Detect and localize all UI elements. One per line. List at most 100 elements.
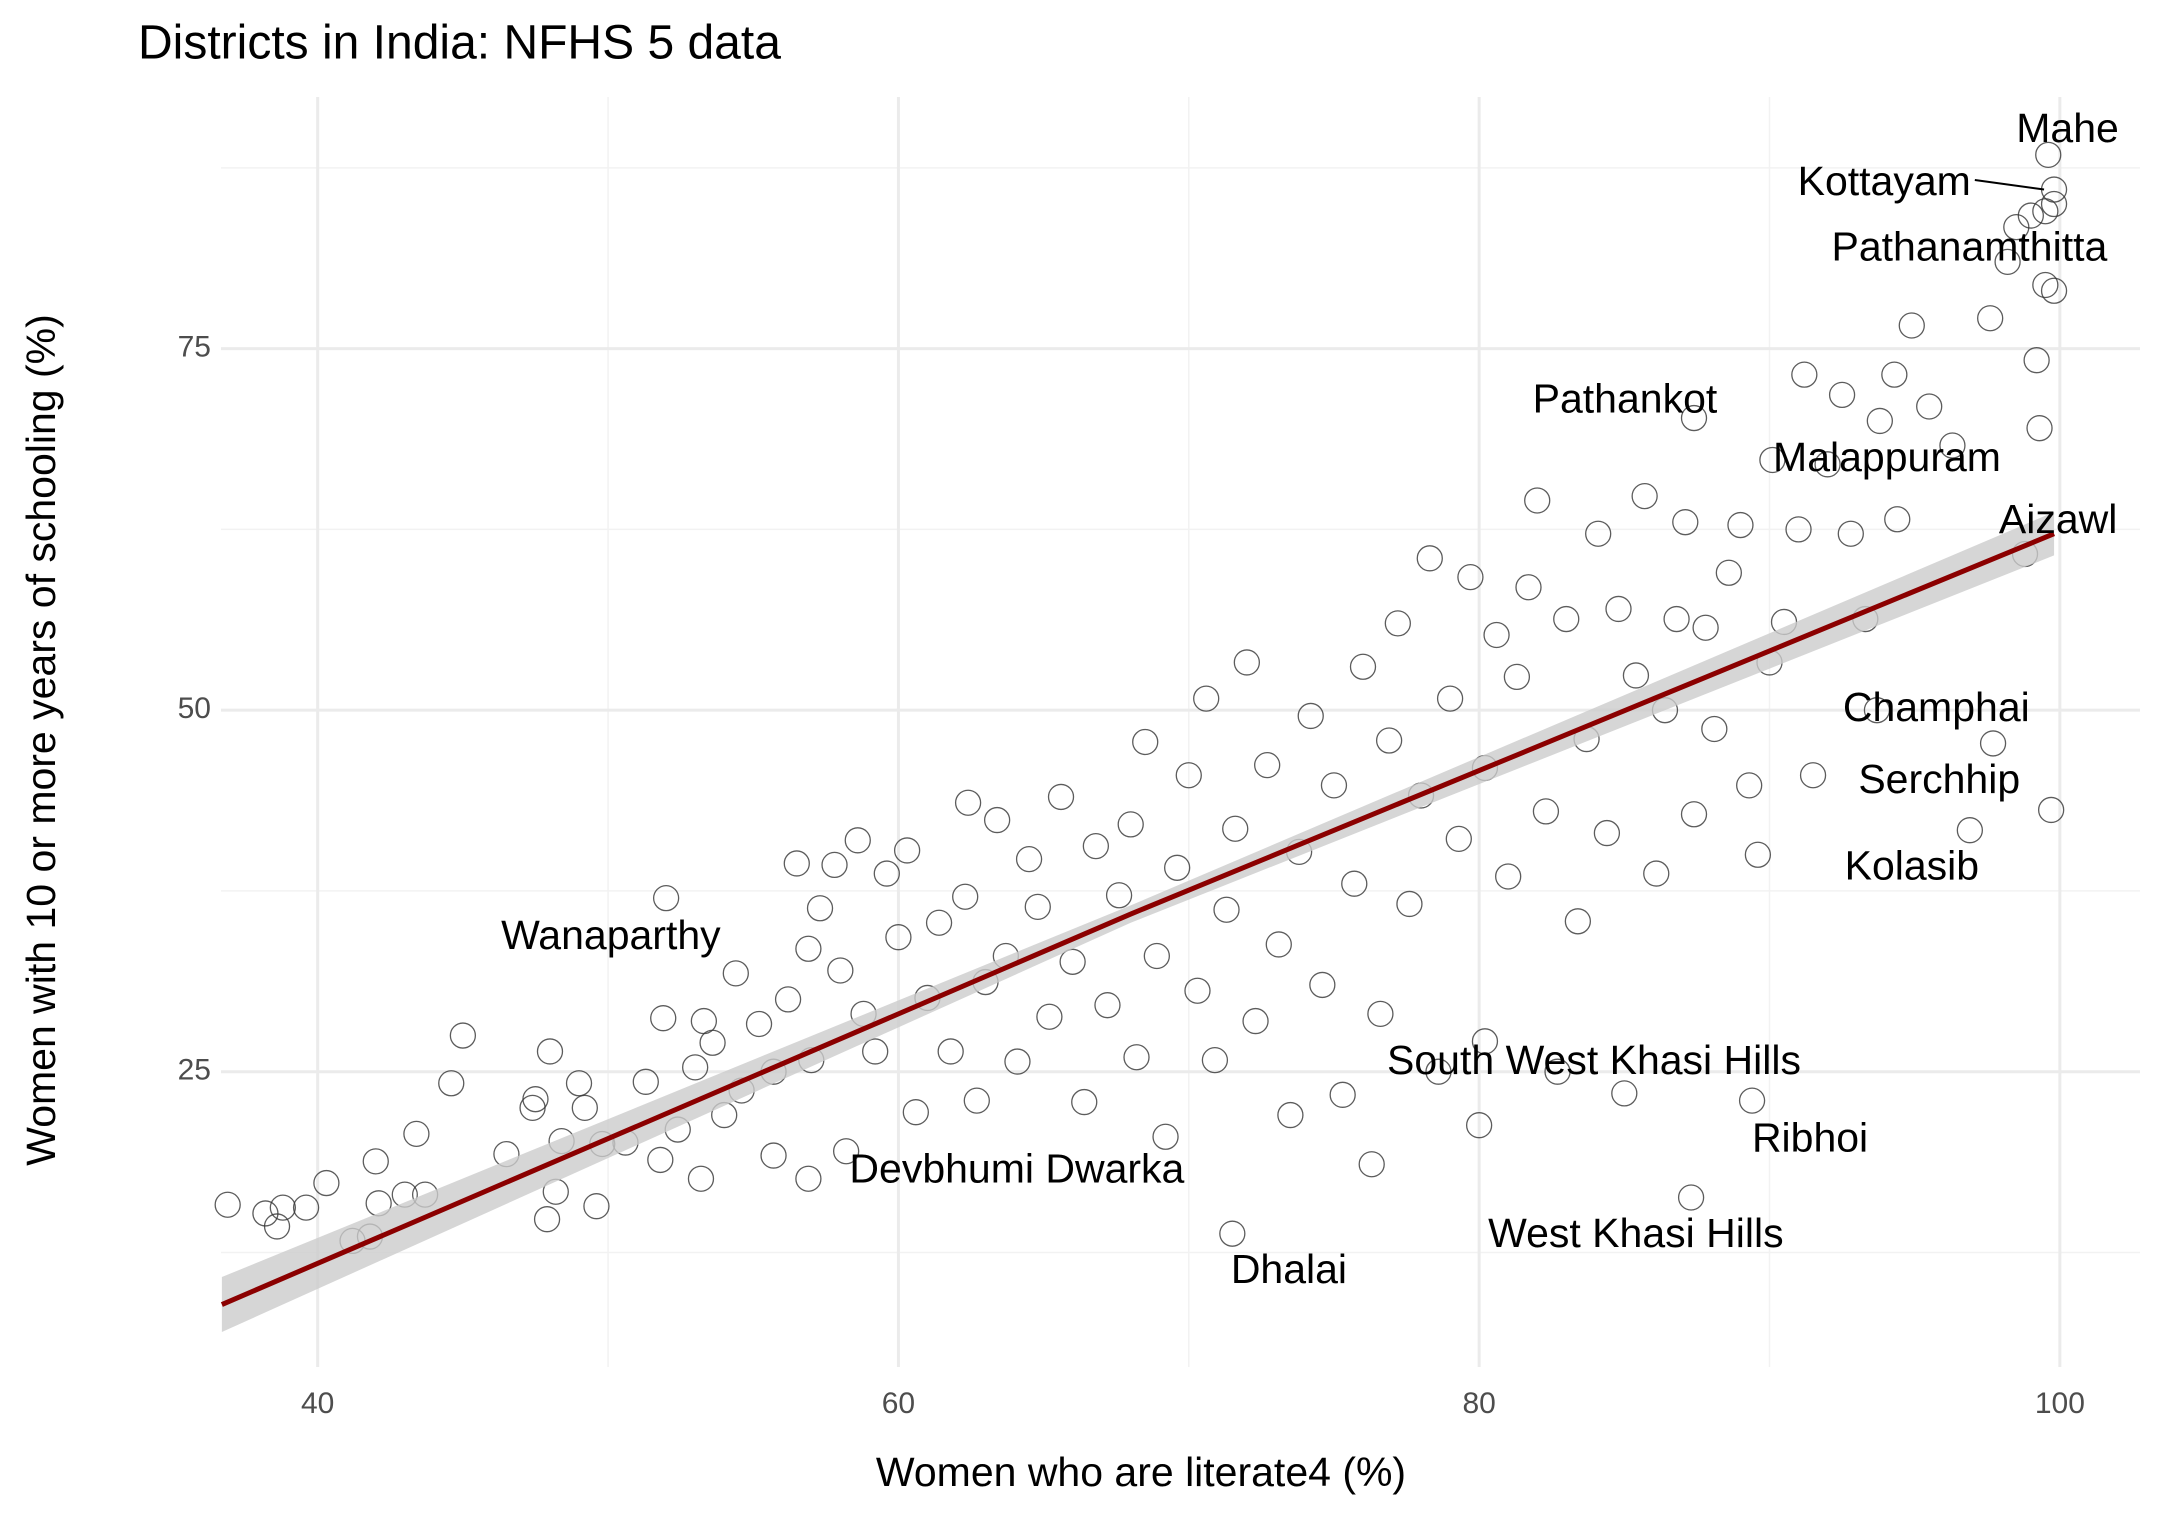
- x-tick-label: 60: [882, 1387, 915, 1420]
- point-label: Pathanamthitta: [1832, 224, 2108, 270]
- x-tick-label: 100: [2035, 1387, 2085, 1420]
- point: [1622, 662, 1650, 689]
- point: [1329, 1081, 1356, 1108]
- point: [682, 1054, 709, 1081]
- point: [1123, 1044, 1150, 1071]
- point: [925, 909, 953, 936]
- point: [1309, 971, 1336, 999]
- point: [774, 986, 802, 1013]
- point: [1837, 520, 1864, 547]
- point: [1164, 854, 1191, 881]
- point-label: Mahe: [2016, 105, 2119, 151]
- point: [1532, 798, 1560, 825]
- point: [1663, 605, 1690, 633]
- point: [1483, 621, 1510, 649]
- point: [2035, 141, 2062, 168]
- point: [1916, 393, 1943, 420]
- point: [1024, 893, 1051, 920]
- x-axis-title: Women who are literate4 (%): [876, 1449, 1406, 1495]
- point: [1956, 817, 1983, 844]
- point: [1213, 896, 1240, 923]
- point: [1593, 819, 1621, 847]
- trend-line: [220, 531, 2056, 1307]
- point: [1471, 1028, 1499, 1055]
- point: [1564, 908, 1592, 935]
- point: [652, 885, 680, 912]
- point: [647, 1146, 674, 1174]
- point: [1680, 801, 1708, 828]
- point: [1515, 574, 1542, 601]
- point: [1254, 751, 1281, 779]
- y-axis-title: Women with 10 or more years of schooling…: [18, 314, 64, 1165]
- point: [536, 1038, 564, 1065]
- point: [403, 1120, 430, 1148]
- point: [963, 1087, 990, 1114]
- point-label: Serchhip: [1858, 756, 2020, 802]
- point: [1553, 605, 1580, 633]
- point: [1425, 1058, 1452, 1085]
- point: [1222, 815, 1249, 842]
- point: [1320, 772, 1348, 799]
- point: [1680, 404, 1708, 432]
- point: [1605, 595, 1632, 623]
- point: [263, 1213, 291, 1240]
- point: [783, 850, 810, 877]
- point: [1495, 863, 1522, 890]
- point: [795, 935, 822, 962]
- point: [1672, 509, 1699, 536]
- point: [1611, 1080, 1638, 1107]
- point: [862, 1038, 889, 1065]
- point: [650, 1005, 677, 1032]
- point: [269, 1194, 296, 1221]
- point: [1132, 728, 1159, 756]
- point: [1233, 649, 1260, 676]
- point: [1979, 730, 2007, 757]
- point: [292, 1194, 320, 1221]
- point: [1814, 451, 1841, 478]
- point: [1881, 361, 1908, 388]
- point: [1457, 563, 1484, 591]
- point: [1349, 653, 1377, 680]
- point: [2040, 190, 2068, 218]
- point-label: Champhai: [1843, 684, 2030, 730]
- point: [522, 1086, 549, 1113]
- point-label: Wanaparthy: [501, 912, 721, 958]
- point: [1219, 1220, 1246, 1247]
- point: [1082, 832, 1110, 860]
- point: [1898, 312, 1925, 339]
- point: [1701, 715, 1728, 743]
- point: [632, 1068, 659, 1095]
- point: [1036, 1003, 1063, 1030]
- point: [821, 851, 848, 879]
- point: [1416, 545, 1443, 572]
- point: [795, 1165, 822, 1192]
- point: [902, 1099, 929, 1126]
- point: [1059, 948, 1086, 975]
- point: [699, 1029, 726, 1056]
- point: [954, 789, 982, 816]
- point: [1939, 432, 1966, 459]
- point: [2026, 415, 2053, 442]
- point: [1015, 845, 1043, 873]
- point: [313, 1169, 340, 1197]
- point: [1715, 559, 1742, 586]
- point: [583, 1193, 610, 1220]
- point: [449, 1022, 477, 1049]
- point: [1396, 890, 1423, 918]
- point: [2040, 277, 2068, 304]
- point: [1117, 811, 1144, 838]
- point: [1828, 381, 1856, 409]
- point-label: West Khasi Hills: [1488, 1210, 1783, 1256]
- point: [1643, 860, 1670, 887]
- point: [1977, 305, 2004, 332]
- label-connector: [1974, 179, 2045, 191]
- chart-title: Districts in India: NFHS 5 data: [138, 17, 781, 70]
- point: [952, 883, 979, 910]
- point: [362, 1148, 389, 1175]
- point: [2032, 198, 2059, 225]
- point: [844, 827, 871, 854]
- point: [1863, 697, 1891, 724]
- point: [806, 895, 834, 922]
- point: [2037, 796, 2065, 824]
- point: [1242, 1007, 1269, 1035]
